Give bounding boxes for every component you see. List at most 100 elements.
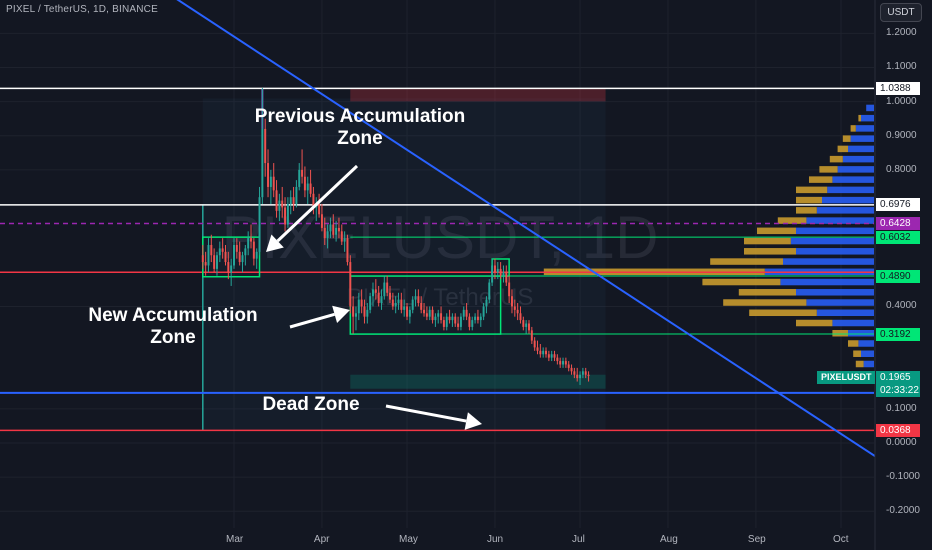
arrow-previous-zone-shaft [276, 164, 359, 243]
profile-bar-blue [866, 104, 874, 112]
profile-bar-blue [806, 217, 874, 224]
annotation-new-zone: New Accumulation Zone [62, 305, 284, 349]
candle-body [488, 282, 491, 300]
candle-body [420, 303, 423, 310]
candle-body [366, 309, 369, 317]
candle-body [215, 255, 218, 269]
candle-body [286, 204, 289, 225]
candle-body [510, 296, 513, 307]
annotation-dead-zone: Dead Zone [262, 394, 360, 415]
candle-body [445, 316, 448, 327]
candle-body [440, 313, 443, 321]
candle-body [573, 371, 576, 375]
candle-body [298, 169, 301, 187]
y-tick-label: -0.1000 [886, 471, 920, 483]
candle-body [465, 309, 468, 317]
candle-body [323, 227, 326, 239]
candle-body [363, 306, 366, 317]
profile-bar-gold [710, 258, 783, 265]
candle-body [207, 244, 210, 266]
price-label-magenta: 0.6428 [876, 217, 920, 231]
candle-body [244, 248, 247, 256]
profile-bar-gold [829, 155, 843, 163]
profile-bar-gold [850, 125, 856, 132]
profile-bar-gold [744, 248, 796, 255]
candle-body [542, 350, 545, 355]
candle-body [499, 268, 502, 276]
profile-bar-blue [848, 330, 874, 337]
candle-body [559, 361, 562, 365]
profile-bar-blue [861, 114, 874, 122]
x-tick-label: Sep [747, 534, 766, 545]
candle-body [519, 313, 522, 321]
candle-body [505, 272, 508, 283]
annotation-previous-zone: Previous Accumulation Zone [226, 106, 494, 150]
candle-body [516, 309, 519, 314]
candle-body [329, 224, 332, 232]
candle-body [434, 316, 437, 321]
candle-body [320, 214, 323, 228]
candle-body [204, 262, 207, 266]
profile-bar-blue [816, 207, 874, 214]
y-tick-label: 0.4000 [886, 300, 917, 312]
profile-bar-gold [853, 350, 861, 357]
y-tick-label: 0.9000 [886, 129, 917, 141]
range-box-bottom [350, 374, 606, 389]
candle-body [360, 299, 363, 307]
candle-body [377, 292, 380, 304]
trendline [176, 0, 919, 485]
profile-bar-gold [744, 237, 791, 245]
candle-body [261, 128, 264, 198]
candle-body [476, 316, 479, 321]
ticker-name-tag: PIXELUSDT [817, 371, 875, 384]
candle-body [380, 296, 383, 304]
candle-body [468, 316, 471, 327]
candle-body [241, 255, 244, 263]
candle-body [340, 231, 343, 242]
candle-body [485, 299, 488, 307]
profile-bar-blue [837, 166, 874, 173]
horizontal-lines [0, 87, 874, 432]
candle-body [556, 357, 559, 362]
annotation-previous-zone-text: Previous Accumulation Zone [254, 106, 466, 149]
candle-body [269, 176, 272, 187]
candle-body [275, 190, 278, 211]
profile-bar-gold [777, 217, 807, 224]
profile-bar-blue [796, 227, 874, 235]
range-boxes [202, 87, 606, 431]
candle-body [406, 306, 409, 317]
price-label-green: 0.4890 [876, 269, 920, 283]
candle-body [332, 224, 335, 235]
y-tick-label: 1.1000 [886, 61, 917, 73]
arrow-previous-zone-head [266, 234, 284, 252]
profile-bar-gold [848, 340, 859, 347]
x-tick-label: Mar [226, 534, 244, 545]
profile-bar-gold [796, 319, 833, 327]
candle-body [437, 313, 440, 317]
candle-body [272, 176, 275, 191]
x-tick-label: Jun [486, 534, 504, 545]
candle-body [343, 238, 346, 242]
price-label-green: 0.3192 [876, 327, 920, 341]
annotation-new-zone-text: New Accumulation Zone [88, 305, 258, 348]
candle-body [530, 330, 533, 341]
candle-body [502, 272, 505, 276]
profile-bar-blue [822, 196, 874, 204]
price-label-green: 0.6032 [876, 230, 920, 244]
candle-body [482, 306, 485, 317]
candle-body [462, 309, 465, 317]
candle-body [581, 371, 584, 375]
profile-bar-gold [842, 135, 851, 142]
candle-body [394, 303, 397, 307]
profile-bar-blue [827, 186, 874, 194]
x-tick-label: Oct [833, 534, 849, 545]
profile-bar-blue [816, 309, 874, 317]
y-tick-label: 0.0000 [886, 437, 917, 448]
profile-bar-blue [790, 237, 874, 245]
profile-bar-blue [863, 360, 874, 368]
currency-button[interactable]: USDT [880, 3, 922, 22]
profile-bar-blue [848, 145, 874, 153]
price-label-white: 0.6976 [876, 198, 920, 212]
y-tick-label: 0.8000 [886, 163, 917, 175]
